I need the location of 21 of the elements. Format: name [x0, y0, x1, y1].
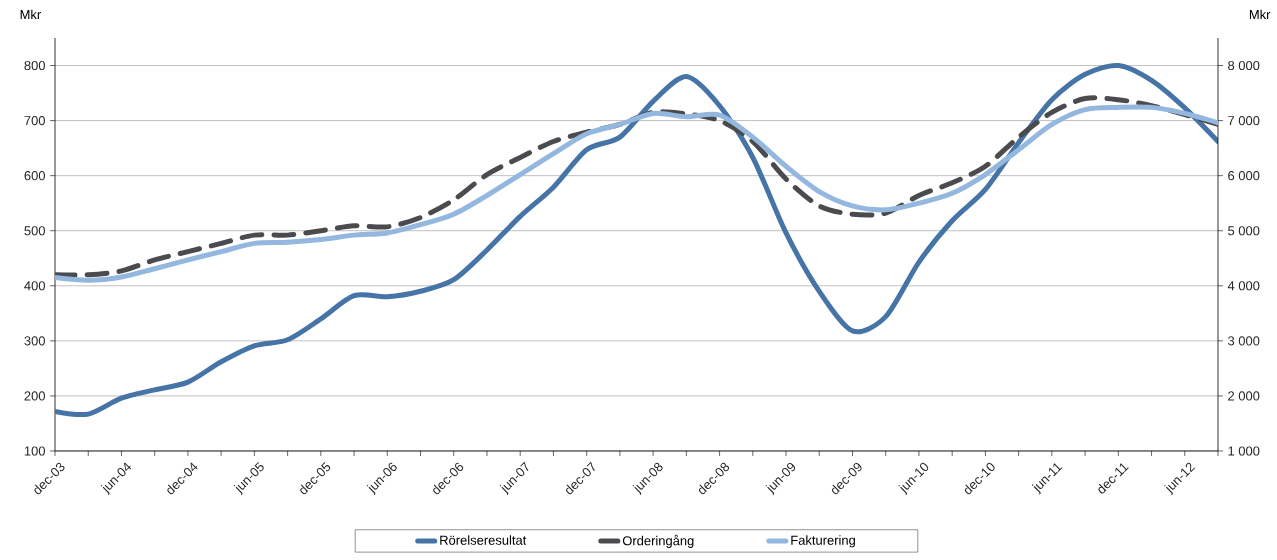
- y-tick-label: 300: [24, 336, 45, 346]
- y2-tick-label: 5 000: [1228, 226, 1260, 236]
- y2-tick-label: 2 000: [1228, 391, 1260, 401]
- y2-axis-title: Mkr: [1249, 9, 1271, 20]
- y-tick-label: 800: [24, 60, 45, 71]
- y2-tick-label: 6 000: [1228, 171, 1260, 181]
- y2-tick-label: 3 000: [1228, 336, 1260, 346]
- legend-label: Orderingång: [622, 534, 694, 548]
- y2-tick-label: 1 000: [1228, 446, 1260, 456]
- y-tick-label: 700: [24, 116, 45, 126]
- y-tick-label: 400: [24, 281, 45, 291]
- y-axis-title: Mkr: [20, 9, 41, 20]
- y-tick-label: 600: [24, 171, 45, 181]
- y-tick-label: 500: [24, 226, 45, 236]
- legend-label: Fakturering: [791, 535, 855, 548]
- y-tick-label: 200: [24, 391, 45, 401]
- y2-tick-label: 4 000: [1227, 281, 1260, 291]
- y2-tick-label: 7 000: [1228, 116, 1260, 126]
- legend-label: Rörelseresultat: [440, 535, 527, 545]
- y2-tick-label: 8 000: [1228, 60, 1260, 71]
- y-tick-label: 100: [24, 446, 45, 456]
